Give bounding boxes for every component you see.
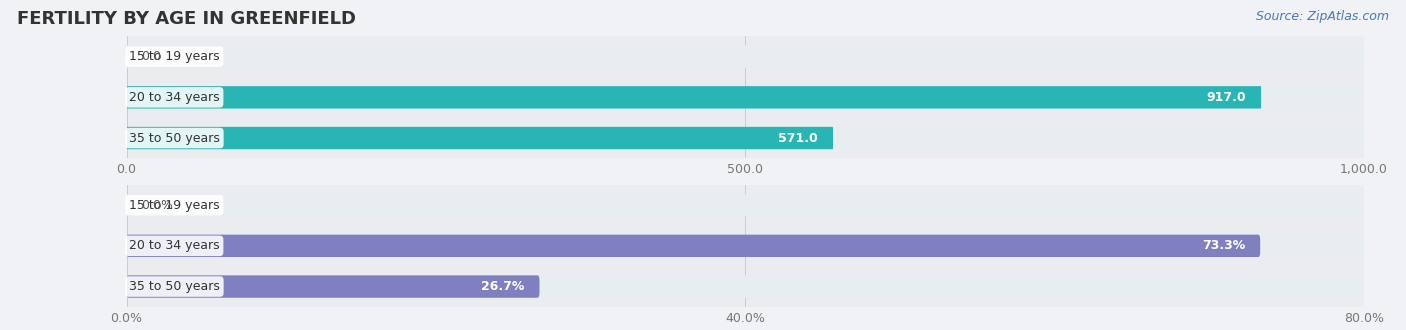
Text: 35 to 50 years: 35 to 50 years: [129, 132, 219, 145]
FancyBboxPatch shape: [127, 86, 1261, 109]
FancyBboxPatch shape: [127, 275, 540, 298]
FancyBboxPatch shape: [127, 127, 832, 149]
FancyBboxPatch shape: [127, 235, 1364, 257]
Text: Source: ZipAtlas.com: Source: ZipAtlas.com: [1256, 10, 1389, 23]
FancyBboxPatch shape: [127, 46, 1364, 68]
FancyBboxPatch shape: [127, 86, 1364, 109]
Text: 0.0%: 0.0%: [142, 199, 173, 212]
FancyBboxPatch shape: [127, 127, 1364, 149]
Text: 35 to 50 years: 35 to 50 years: [129, 280, 219, 293]
Text: FERTILITY BY AGE IN GREENFIELD: FERTILITY BY AGE IN GREENFIELD: [17, 10, 356, 28]
Text: 26.7%: 26.7%: [481, 280, 524, 293]
Text: 15 to 19 years: 15 to 19 years: [129, 50, 219, 63]
Text: 571.0: 571.0: [779, 132, 818, 145]
Text: 20 to 34 years: 20 to 34 years: [129, 91, 219, 104]
Text: 0.0: 0.0: [142, 50, 162, 63]
Text: 20 to 34 years: 20 to 34 years: [129, 239, 219, 252]
Text: 15 to 19 years: 15 to 19 years: [129, 199, 219, 212]
FancyBboxPatch shape: [127, 194, 1364, 216]
Text: 73.3%: 73.3%: [1202, 239, 1246, 252]
FancyBboxPatch shape: [127, 275, 1364, 298]
Text: 917.0: 917.0: [1206, 91, 1246, 104]
FancyBboxPatch shape: [127, 235, 1260, 257]
